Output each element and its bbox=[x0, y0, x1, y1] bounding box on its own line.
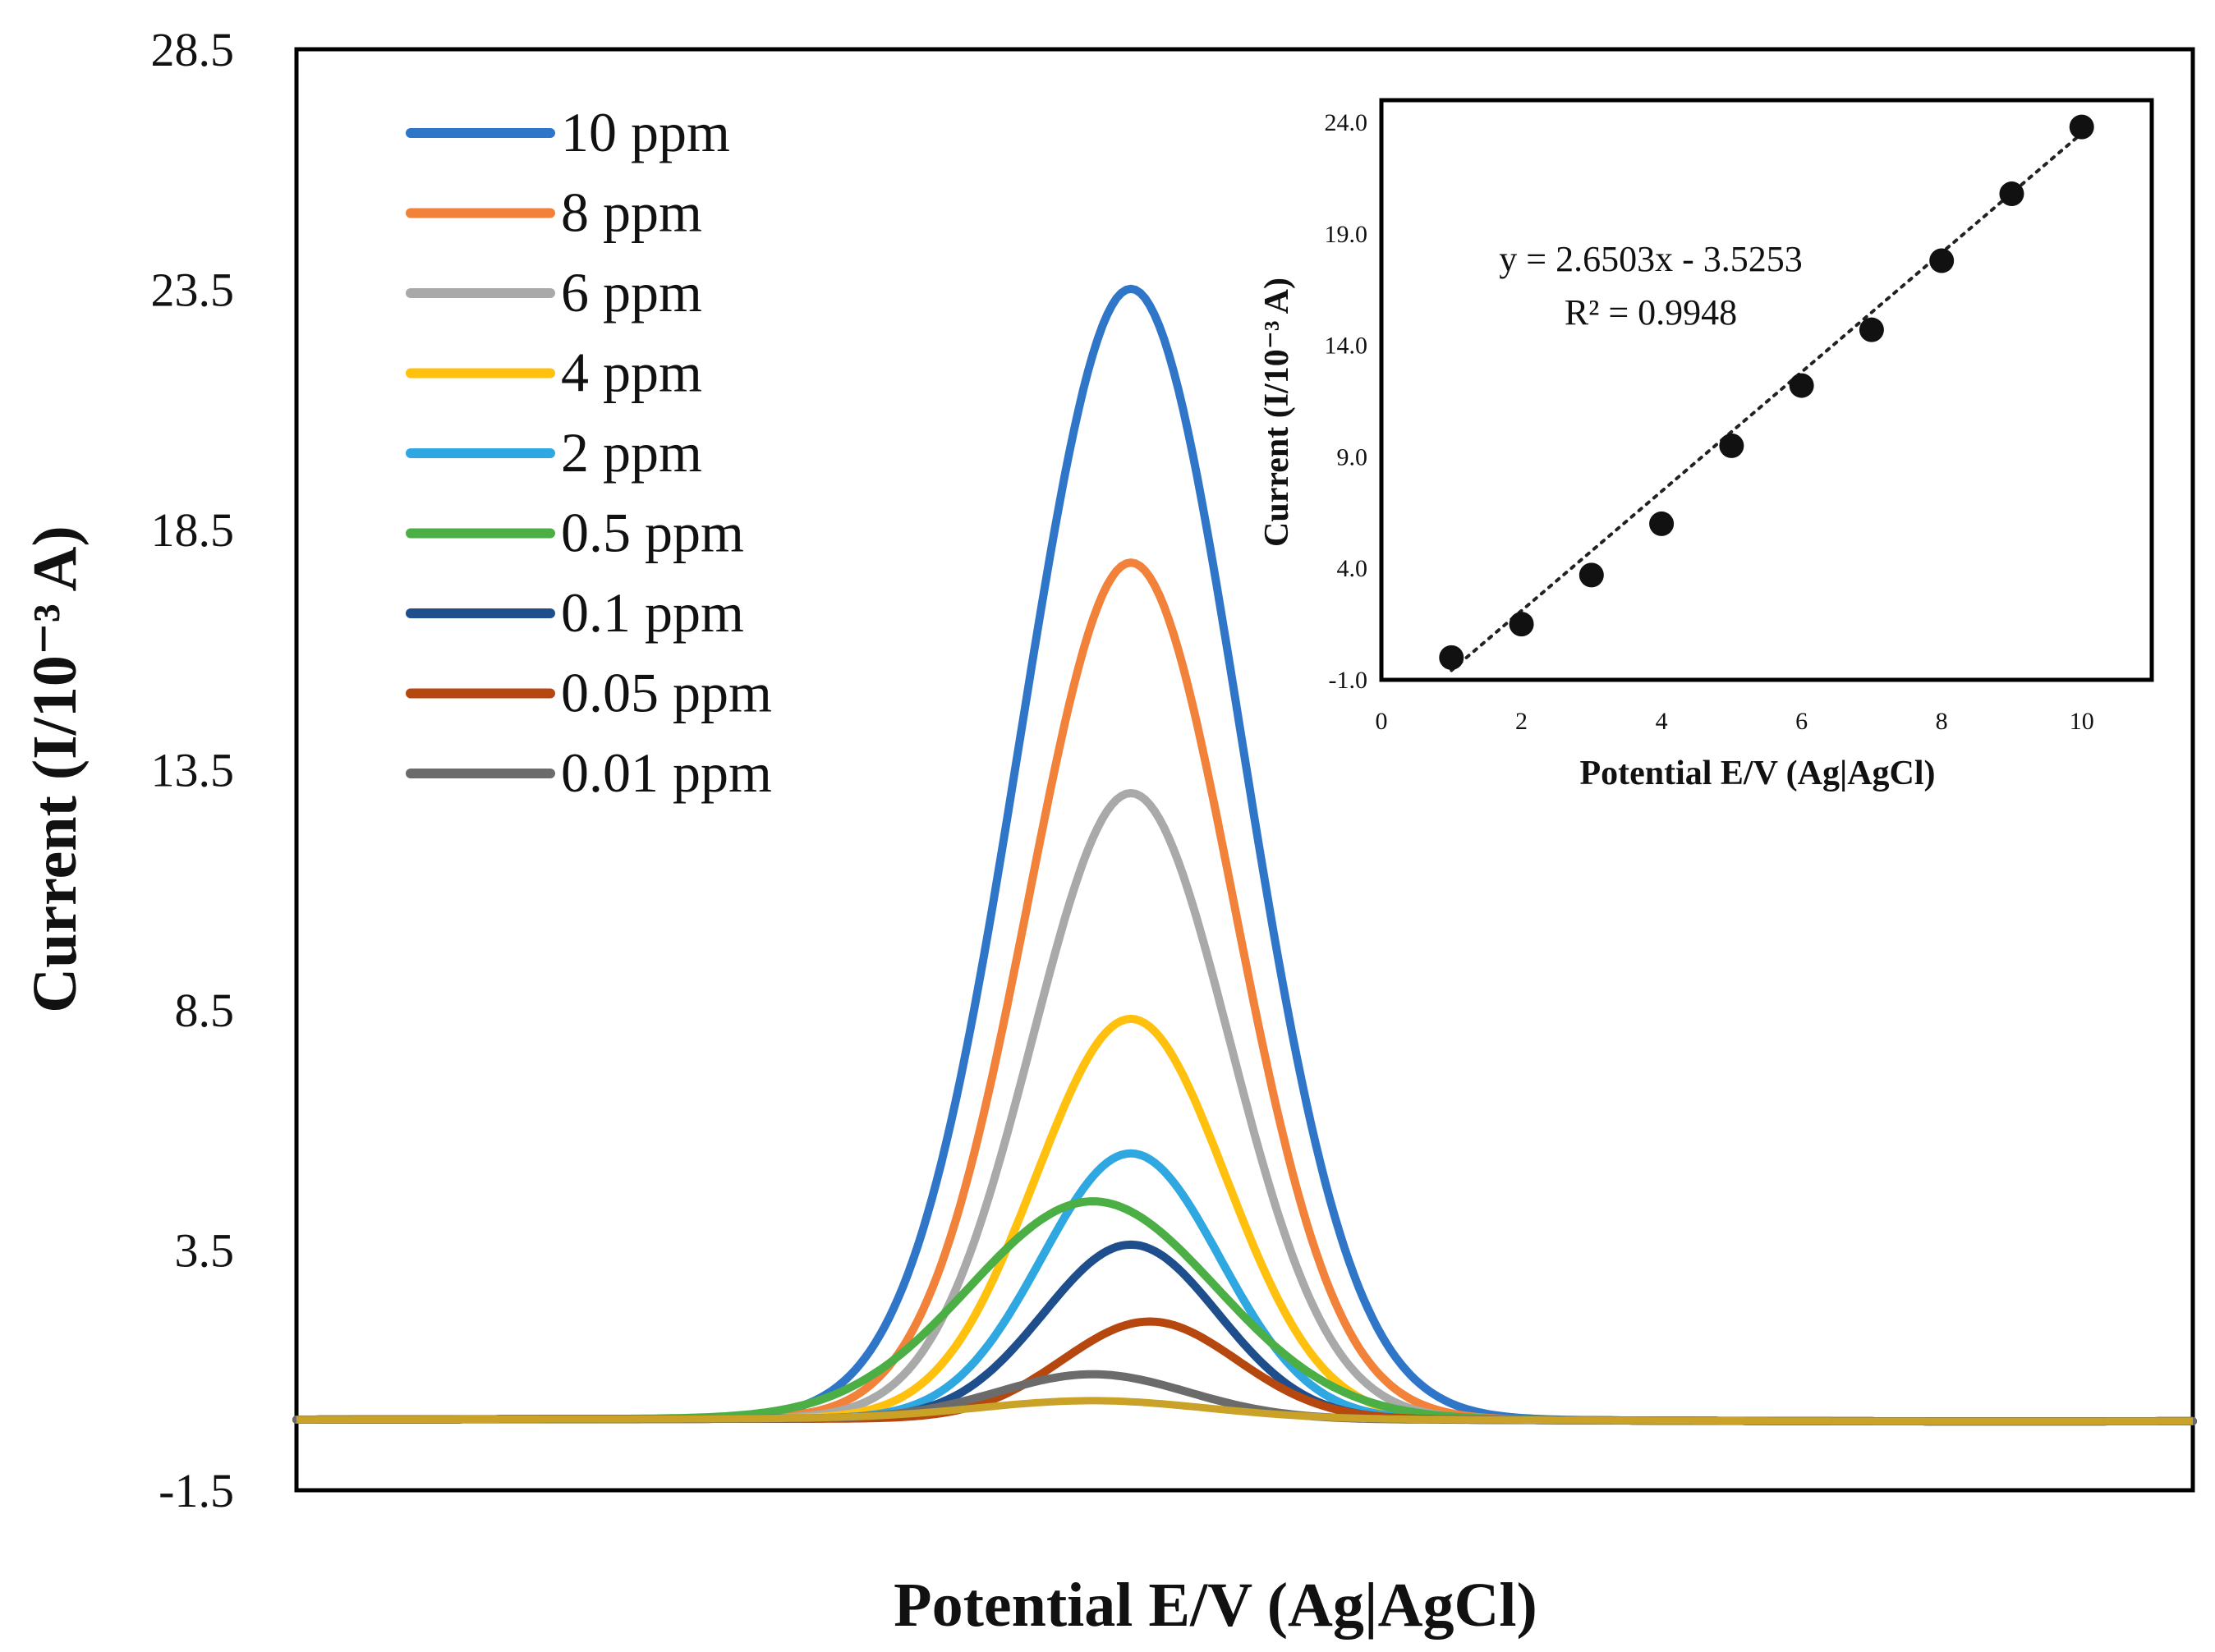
inset-trendline bbox=[1450, 126, 2091, 672]
inset-data-point bbox=[1789, 373, 1814, 398]
legend-item: 8 ppm bbox=[406, 181, 702, 244]
inset-x-axis-title: Potential E/V (Ag|AgCl) bbox=[1579, 755, 1935, 792]
main-y-tick-label: 13.5 bbox=[151, 744, 235, 797]
inset-data-point bbox=[1859, 317, 1884, 342]
legend-label: 8 ppm bbox=[561, 181, 702, 244]
legend-label: 0.1 ppm bbox=[561, 581, 744, 644]
legend-item: 0.01 ppm bbox=[406, 741, 772, 804]
inset-y-tick-label: 4.0 bbox=[1337, 555, 1368, 582]
legend-label: 0.01 ppm bbox=[561, 741, 772, 804]
inset-x-tick-label: 6 bbox=[1795, 708, 1808, 735]
main-x-axis-title: Potential E/V (Ag|AgCl) bbox=[894, 1571, 1537, 1640]
legend-label: 0.05 ppm bbox=[561, 662, 772, 724]
main-y-tick-label: -1.5 bbox=[159, 1464, 234, 1517]
inset-plot-frame bbox=[1379, 98, 2154, 682]
inset-r-squared: R² = 0.9948 bbox=[1565, 292, 1737, 333]
main-y-axis-title: Current (I/10⁻³ A) bbox=[21, 525, 90, 1012]
main-legend: 10 ppm 8 ppm 6 ppm 4 ppm 2 ppm 0.5 ppm 0.1 ppm… bbox=[406, 101, 772, 804]
inset-y-tick-label: 9.0 bbox=[1337, 443, 1368, 470]
inset-tick-labels: 0 2 4 6 8 10 24.0 19.0 14.0 9.0 4.0 -1.0 bbox=[1325, 109, 2094, 735]
legend-item: 0.05 ppm bbox=[406, 662, 772, 724]
series-line-baseline bbox=[296, 1397, 2193, 1425]
main-y-tick-label: 23.5 bbox=[151, 264, 235, 317]
legend-item: 2 ppm bbox=[406, 421, 702, 484]
inset-x-tick-label: 2 bbox=[1515, 708, 1528, 735]
inset-y-tick-label: -1.0 bbox=[1329, 667, 1368, 694]
main-y-tick-label: 28.5 bbox=[151, 23, 235, 76]
legend-item: 6 ppm bbox=[406, 261, 702, 324]
main-y-tick-labels: 28.5 23.5 18.5 13.5 8.5 3.5 -1.5 bbox=[151, 23, 235, 1517]
legend-label: 0.5 ppm bbox=[561, 502, 744, 564]
inset-data-point bbox=[1999, 181, 2024, 207]
inset-x-tick-label: 0 bbox=[1376, 708, 1388, 735]
inset-data-point bbox=[1719, 433, 1744, 458]
inset-data-point bbox=[1929, 248, 1955, 273]
inset-data-point bbox=[1439, 645, 1464, 670]
inset-y-tick-label: 24.0 bbox=[1325, 109, 1368, 136]
legend-item: 4 ppm bbox=[406, 342, 702, 404]
inset-data-point bbox=[1649, 511, 1675, 536]
inset-data-point bbox=[2069, 114, 2094, 140]
inset-equation: y = 2.6503x - 3.5253 bbox=[1499, 239, 1802, 279]
inset-x-tick-label: 8 bbox=[1936, 708, 1948, 735]
inset-data-point bbox=[1579, 562, 1604, 588]
inset-x-tick-label: 4 bbox=[1656, 708, 1668, 735]
legend-item: 0.1 ppm bbox=[406, 581, 744, 644]
inset-x-tick-label: 10 bbox=[2070, 708, 2094, 735]
main-y-tick-label: 18.5 bbox=[151, 503, 235, 557]
legend-label: 4 ppm bbox=[561, 342, 702, 404]
legend-label: 6 ppm bbox=[561, 261, 702, 324]
legend-label: 2 ppm bbox=[561, 421, 702, 484]
inset-data-point bbox=[1509, 612, 1534, 637]
legend-label: 10 ppm bbox=[561, 101, 730, 163]
legend-item: 10 ppm bbox=[406, 101, 730, 163]
inset-chart: 0 2 4 6 8 10 24.0 19.0 14.0 9.0 4.0 -1.0 y = 2.6503… bbox=[1258, 98, 2154, 792]
inset-points bbox=[1439, 114, 2094, 670]
inset-y-tick-label: 14.0 bbox=[1325, 333, 1368, 360]
main-y-tick-label: 3.5 bbox=[175, 1224, 235, 1278]
main-y-tick-label: 8.5 bbox=[175, 984, 235, 1037]
legend-item: 0.5 ppm bbox=[406, 502, 744, 564]
inset-y-tick-label: 19.0 bbox=[1325, 221, 1368, 248]
main-curves bbox=[292, 284, 2197, 1426]
inset-y-axis-title: Current (I/10⁻³ A) bbox=[1258, 278, 1296, 547]
